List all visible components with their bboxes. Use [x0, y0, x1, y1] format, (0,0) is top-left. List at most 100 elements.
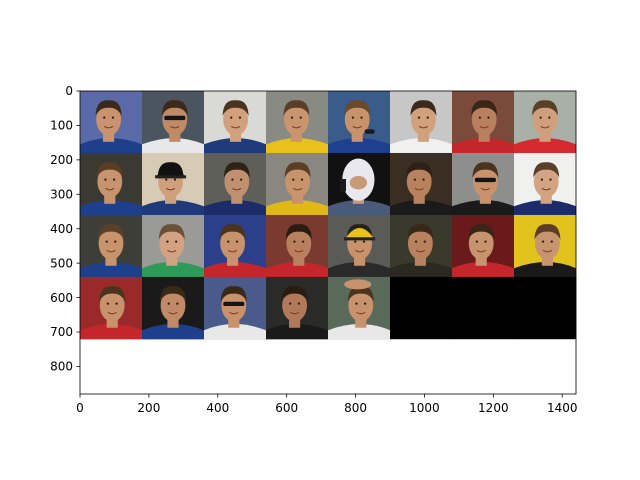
tile-eye [413, 178, 416, 181]
tile-shirt [204, 200, 266, 216]
tile-hair [283, 100, 310, 116]
tile-mouth [292, 187, 303, 191]
tile-eye [423, 240, 426, 243]
tile-eye [113, 178, 116, 181]
tile-mouth [415, 249, 426, 253]
tile-hair [347, 286, 374, 302]
tile-cap [156, 165, 185, 177]
tile-background [514, 276, 577, 340]
tile-hair [406, 162, 433, 178]
x-tick-label: 600 [275, 401, 298, 415]
tile-neck [289, 317, 301, 328]
image-tile [266, 91, 329, 154]
image-tile [142, 152, 205, 216]
tile-face [471, 103, 497, 136]
tile-eye [293, 240, 296, 243]
tile-shirt [328, 262, 390, 278]
tile-eye [484, 240, 487, 243]
axes-frame [79, 90, 577, 395]
tile-shirt [328, 138, 390, 154]
tile-hair [96, 162, 123, 178]
tile-hair [157, 162, 184, 178]
y-tick-label: 500 [50, 256, 73, 270]
tile-mouth [103, 125, 114, 129]
image-tile [328, 152, 391, 216]
image-tile [452, 276, 515, 340]
tile-mouth [230, 125, 241, 129]
tile-mouth [105, 187, 115, 191]
image-tile [204, 91, 267, 154]
tile-hair [281, 286, 308, 302]
tile-hair [346, 224, 373, 240]
tile-hair [407, 224, 434, 240]
x-tick-label: 800 [344, 401, 367, 415]
tile-hair [344, 100, 371, 116]
tile-hair [159, 286, 187, 302]
tile-face [348, 289, 374, 322]
tile-face [160, 289, 186, 322]
tile-neck [165, 193, 177, 204]
tile-hair [222, 100, 249, 116]
tile-face [406, 165, 432, 198]
image-tile [80, 276, 143, 340]
image-tile [142, 214, 205, 278]
y-tick-label: 700 [50, 325, 73, 339]
image-tile [204, 152, 267, 216]
tile-eye [414, 240, 418, 243]
tile-face [535, 227, 560, 260]
tile-cap-brim [344, 237, 376, 241]
tile-shirt [328, 324, 390, 340]
tile-face [224, 165, 250, 198]
image-tile [390, 276, 453, 340]
y-tick-label: 400 [50, 222, 73, 236]
tile-shirt [80, 262, 142, 278]
tile-shirt [204, 138, 266, 154]
tile-mouth [540, 125, 550, 129]
image-tile [266, 152, 329, 216]
tile-hair [158, 224, 185, 240]
tile-face [96, 103, 121, 136]
tile-eye [166, 240, 169, 243]
tile-shirt [80, 324, 142, 340]
x-tick-label: 400 [206, 401, 229, 415]
tile-eye [354, 240, 357, 243]
tile-eye [103, 116, 106, 119]
tile-eye [165, 178, 168, 181]
tile-cap-brim [155, 175, 187, 179]
tile-hair [472, 162, 499, 178]
tile-eye [115, 302, 118, 305]
tile-mouth [232, 187, 242, 191]
image-tile [514, 276, 577, 340]
tile-background [452, 276, 515, 340]
tile-eye [360, 116, 363, 119]
tile-neck [105, 255, 117, 266]
tile-face [344, 103, 370, 136]
tile-hair [410, 100, 437, 116]
tile-shirt [514, 138, 576, 154]
tile-mouth [167, 249, 177, 253]
tile-face [408, 227, 433, 260]
tile-face [159, 227, 185, 260]
tile-neck [292, 193, 304, 204]
tile-shirt [452, 262, 514, 278]
image-tile [328, 91, 391, 154]
tile-eye [475, 240, 478, 243]
tile-mouth [356, 311, 366, 315]
image-tile [142, 91, 205, 154]
tile-neck [354, 255, 366, 266]
tile-face [99, 289, 125, 322]
tile-mouth [107, 311, 117, 315]
tile-shirt [80, 138, 142, 154]
tile-eye [299, 116, 302, 119]
tile-mouth [418, 125, 429, 129]
tile-shirt [390, 138, 452, 154]
tile-eye [173, 178, 177, 181]
tile-sunglasses [223, 301, 245, 307]
tile-hair [223, 162, 250, 178]
tile-shirt [266, 262, 328, 278]
tile-eye [478, 116, 481, 119]
image-tile [266, 276, 329, 340]
tile-neck [478, 131, 490, 142]
tile-eye [290, 116, 294, 119]
tile-neck [355, 317, 367, 328]
